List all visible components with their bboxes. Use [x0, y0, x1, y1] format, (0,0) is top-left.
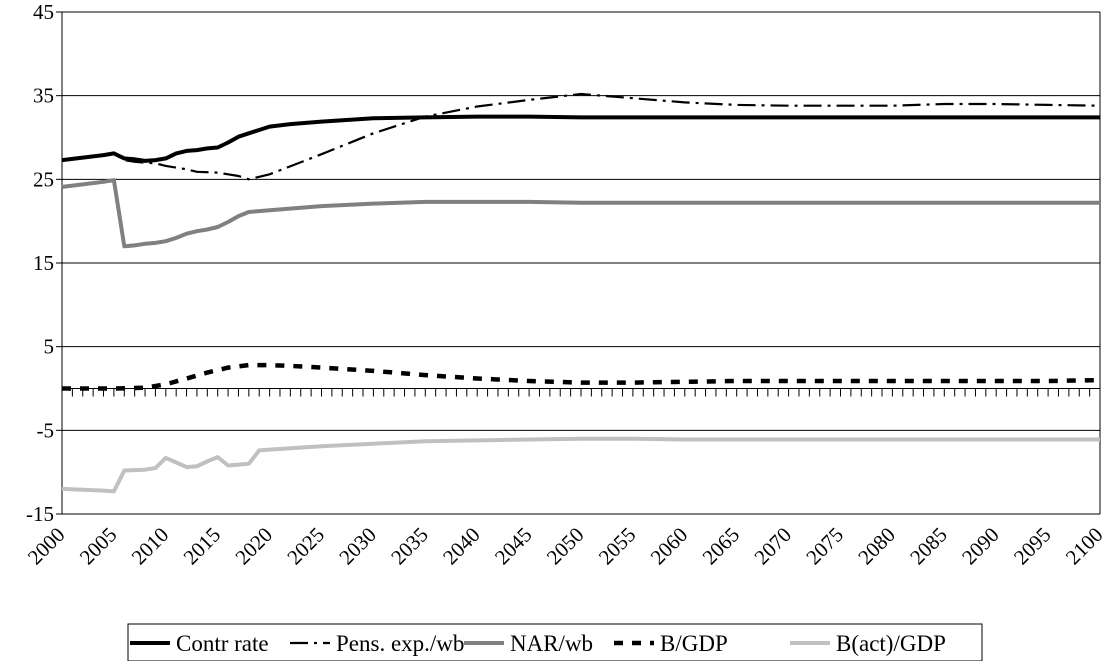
- y-tick-label: 45: [33, 0, 54, 24]
- gridlines: [62, 11, 1100, 515]
- x-tick-label: 2070: [749, 523, 796, 570]
- x-tick-label: 2000: [23, 523, 70, 570]
- x-tick-label: 2065: [698, 523, 745, 570]
- series-line-1: [61, 114, 1100, 163]
- series-line-4: [62, 362, 1101, 391]
- x-tick-label: 2080: [853, 523, 900, 570]
- x-tick-label: 2085: [905, 523, 952, 570]
- x-tick-label: 2005: [75, 523, 122, 570]
- x-tick-label: 2055: [594, 523, 641, 570]
- x-tick-label: 2095: [1009, 523, 1056, 570]
- y-tick-label: 15: [33, 251, 54, 275]
- legend-label: Pens. exp./wb: [336, 631, 464, 656]
- series-lines: [61, 92, 1101, 494]
- x-tick-label: 2075: [801, 523, 848, 570]
- x-tick-label: 2060: [646, 523, 693, 570]
- x-tick-label: 2040: [438, 523, 485, 570]
- y-tick-label: 35: [33, 84, 54, 108]
- x-tick-label: 2100: [1061, 523, 1104, 570]
- x-tick-label: 2025: [282, 523, 329, 570]
- x-tick-label: 2090: [957, 523, 1004, 570]
- x-tick-label: 2020: [230, 523, 277, 570]
- y-tick-label: -15: [26, 502, 54, 526]
- y-tick-label: 25: [33, 167, 54, 191]
- legend-label: Contr rate: [176, 631, 269, 656]
- x-tick-label: 2035: [386, 523, 433, 570]
- x-tick-label: 2010: [127, 523, 174, 570]
- series-line-2: [61, 92, 1101, 181]
- y-tick-label: -5: [37, 418, 55, 442]
- x-tick-label: 2015: [179, 523, 226, 570]
- y-tick-label: 5: [44, 335, 55, 359]
- legend-label: B/GDP: [660, 631, 728, 656]
- x-tick-label: 2050: [542, 523, 589, 570]
- series-line-3: [61, 178, 1100, 249]
- x-tick-label: 2045: [490, 523, 537, 570]
- legend-label: NAR/wb: [510, 631, 593, 656]
- x-tick-label: 2030: [334, 523, 381, 570]
- series-line-5: [61, 436, 1100, 494]
- legend-label: B(act)/GDP: [836, 631, 946, 656]
- legend: Contr rate Pens. exp./wb NAR/wb B/GDP B(act)…: [127, 623, 983, 662]
- legend-box: [127, 623, 983, 662]
